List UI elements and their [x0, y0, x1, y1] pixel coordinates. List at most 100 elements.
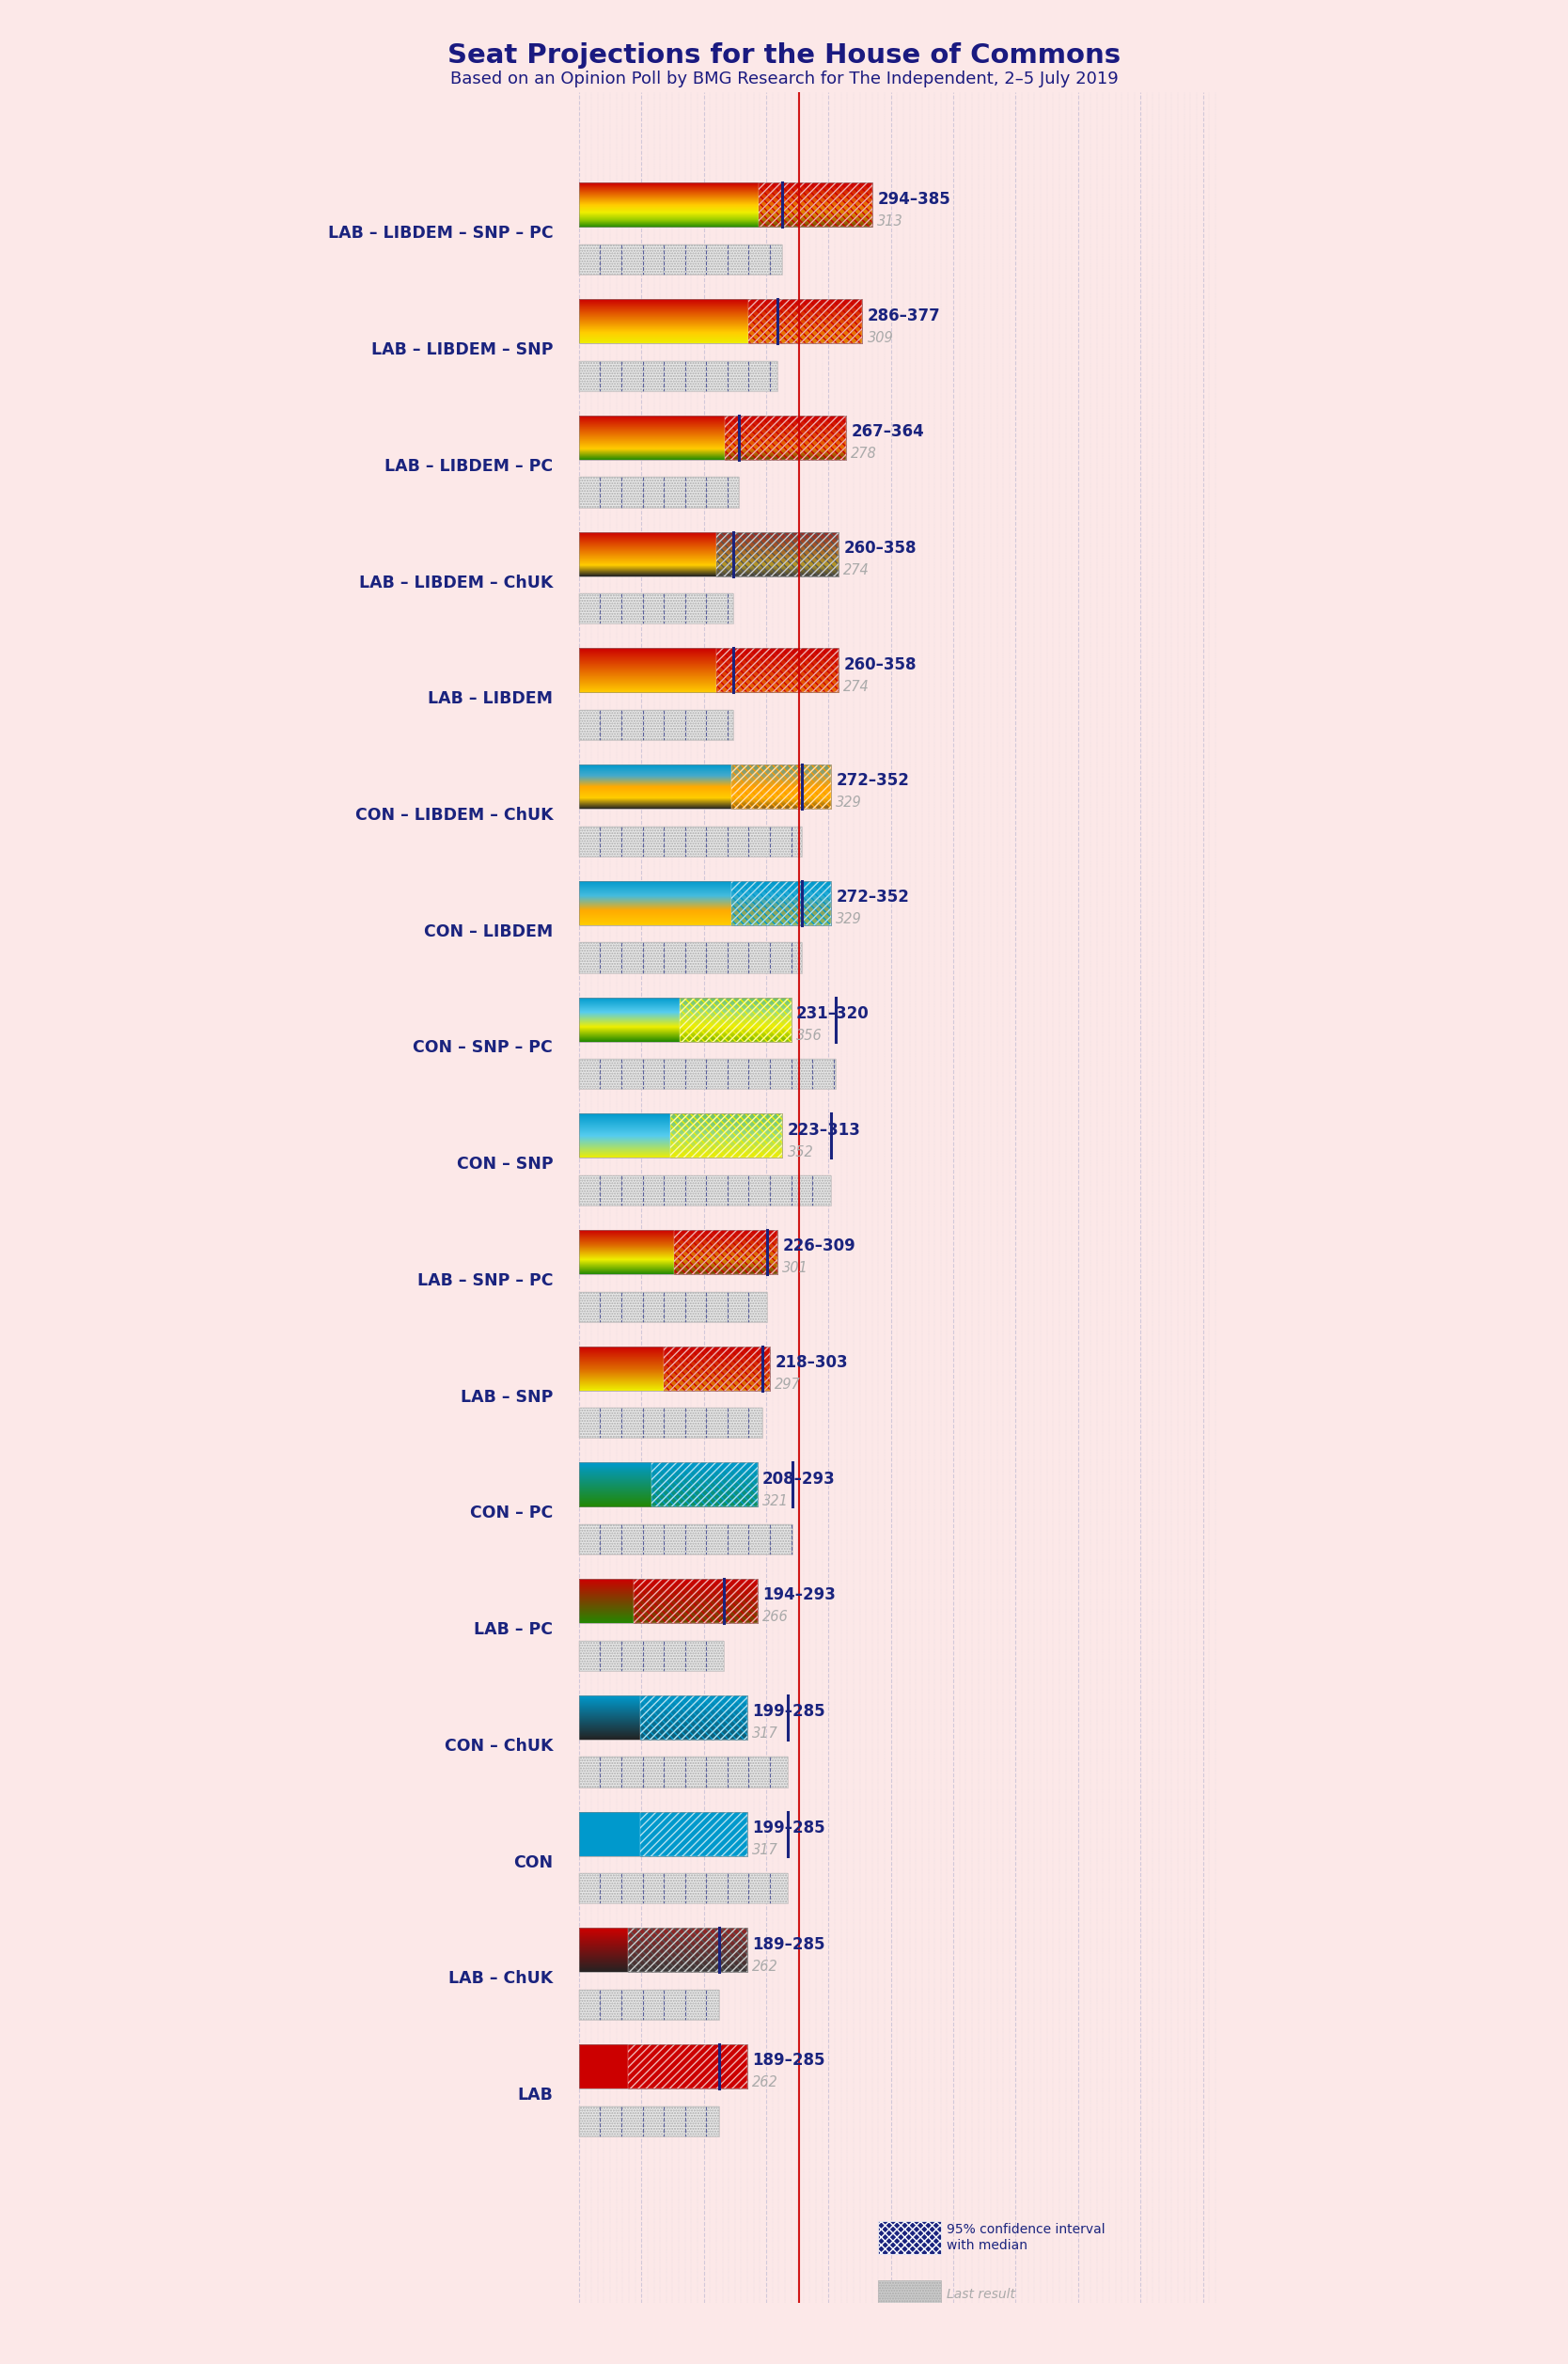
Bar: [579, 1872, 787, 1903]
Bar: [681, 998, 792, 1043]
Text: Based on an Opinion Poll by BMG Research for The Independent, 2–5 July 2019: Based on an Opinion Poll by BMG Research…: [450, 71, 1118, 87]
Bar: [717, 532, 839, 577]
Bar: [579, 882, 831, 924]
Bar: [878, 2281, 941, 2307]
Bar: [579, 478, 739, 508]
Bar: [579, 943, 803, 974]
Bar: [579, 243, 782, 274]
Text: 262: 262: [753, 1960, 778, 1974]
Bar: [731, 882, 831, 924]
Bar: [640, 1695, 748, 1740]
Bar: [579, 998, 792, 1043]
Bar: [681, 998, 792, 1043]
Bar: [579, 362, 778, 390]
Text: 266: 266: [762, 1610, 789, 1624]
Bar: [651, 1463, 757, 1506]
Bar: [579, 362, 778, 390]
Bar: [759, 182, 872, 227]
Bar: [627, 1929, 748, 1972]
Text: 208–293: 208–293: [762, 1470, 836, 1487]
Bar: [717, 648, 839, 693]
Text: 329: 329: [836, 797, 862, 811]
Bar: [579, 1756, 787, 1787]
Text: 286–377: 286–377: [867, 307, 941, 324]
Text: 218–303: 218–303: [775, 1355, 848, 1371]
Bar: [579, 709, 734, 740]
Bar: [579, 1291, 767, 1321]
Bar: [579, 593, 734, 624]
Bar: [640, 1811, 748, 1856]
Text: 294–385: 294–385: [877, 191, 950, 208]
Bar: [579, 1291, 767, 1321]
Bar: [674, 1229, 778, 1274]
Text: 352: 352: [787, 1144, 814, 1158]
Bar: [579, 1409, 762, 1437]
Bar: [579, 1113, 782, 1158]
Bar: [663, 1345, 770, 1390]
Bar: [748, 300, 862, 343]
Bar: [579, 532, 839, 577]
Bar: [579, 1525, 792, 1556]
Bar: [717, 648, 839, 693]
Bar: [579, 416, 847, 459]
Bar: [579, 1811, 748, 1856]
Bar: [579, 1345, 770, 1390]
Bar: [731, 764, 831, 808]
Bar: [579, 1756, 787, 1787]
Text: 313: 313: [877, 215, 903, 229]
Bar: [579, 1641, 724, 1671]
Bar: [670, 1113, 782, 1158]
Bar: [633, 1579, 757, 1624]
Bar: [633, 1579, 757, 1624]
Bar: [579, 1756, 787, 1787]
Bar: [579, 827, 803, 856]
Bar: [579, 2045, 748, 2087]
Text: 260–358: 260–358: [844, 657, 916, 674]
Bar: [579, 593, 734, 624]
Bar: [579, 182, 872, 227]
Bar: [627, 2045, 748, 2087]
Text: 321: 321: [762, 1494, 789, 1508]
Text: 267–364: 267–364: [851, 423, 924, 440]
Bar: [579, 943, 803, 974]
Bar: [579, 1872, 787, 1903]
Bar: [640, 1695, 748, 1740]
Text: 199–285: 199–285: [753, 1820, 825, 1837]
Text: 262: 262: [753, 2076, 778, 2090]
Bar: [663, 1345, 770, 1390]
Bar: [724, 416, 847, 459]
Bar: [627, 1929, 748, 1972]
Bar: [579, 1929, 748, 1972]
Text: 189–285: 189–285: [753, 2052, 825, 2068]
Text: 189–285: 189–285: [753, 1936, 825, 1953]
Bar: [681, 998, 792, 1043]
Bar: [674, 1229, 778, 1274]
Bar: [670, 1113, 782, 1158]
Text: 278: 278: [851, 447, 877, 461]
Bar: [579, 243, 782, 274]
Bar: [640, 1811, 748, 1856]
Bar: [579, 1059, 836, 1090]
Text: 301: 301: [782, 1262, 809, 1277]
Text: 231–320: 231–320: [797, 1005, 869, 1021]
Bar: [717, 648, 839, 693]
Bar: [731, 882, 831, 924]
Bar: [640, 1811, 748, 1856]
Bar: [579, 709, 734, 740]
Bar: [579, 300, 862, 343]
Bar: [579, 2106, 718, 2137]
Bar: [748, 300, 862, 343]
Text: 329: 329: [836, 913, 862, 927]
Bar: [579, 1579, 757, 1624]
Text: 317: 317: [753, 1844, 778, 1858]
Bar: [579, 1409, 762, 1437]
Text: 317: 317: [753, 1726, 778, 1740]
Text: 274: 274: [844, 563, 870, 577]
Text: 95% confidence interval
with median: 95% confidence interval with median: [947, 2222, 1105, 2251]
Bar: [579, 1291, 767, 1321]
Bar: [579, 362, 778, 390]
Bar: [579, 1990, 718, 2019]
Bar: [579, 943, 803, 974]
Bar: [579, 1409, 762, 1437]
Bar: [640, 1695, 748, 1740]
